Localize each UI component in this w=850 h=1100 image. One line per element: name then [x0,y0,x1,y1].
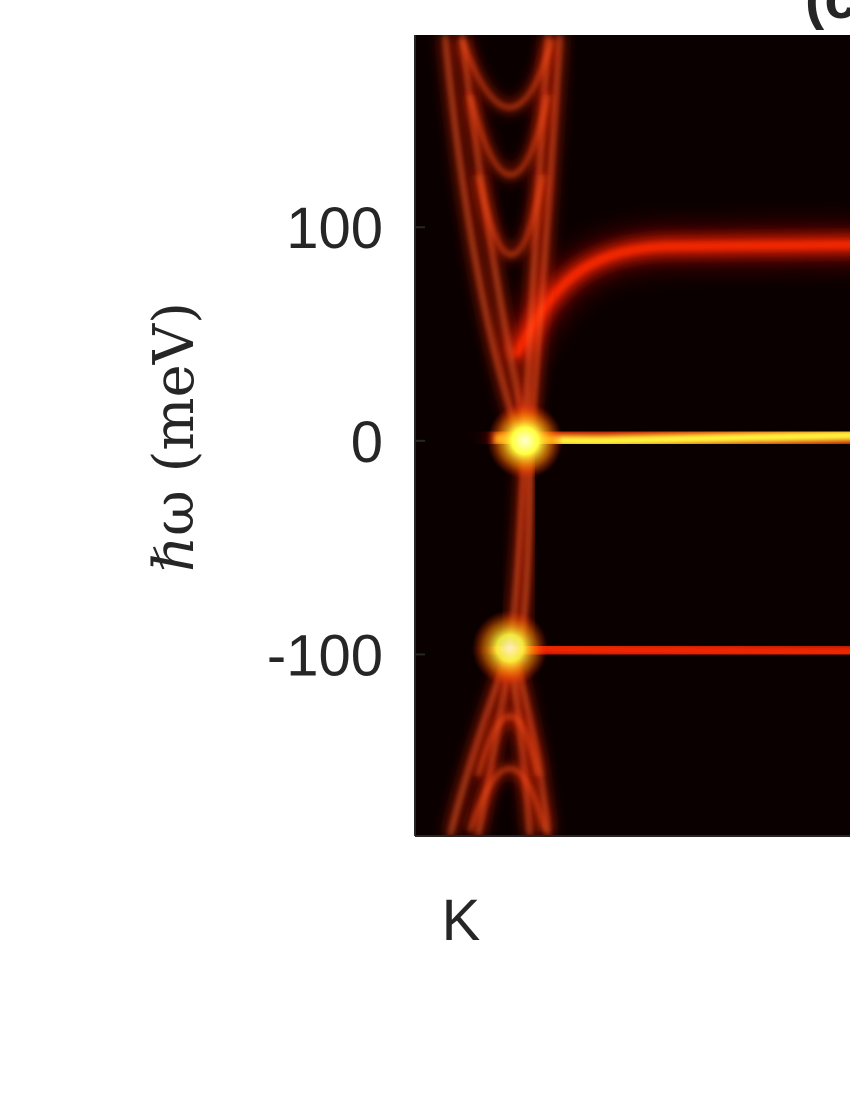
dispersive-cones [441,35,564,835]
heatmap-plot-area [415,35,850,835]
y-tick-label: 100 [286,196,383,261]
y-axis-label: ℏω (meV) [142,302,207,572]
band-lower [494,632,850,668]
x-tick-label: K [442,888,481,953]
y-tick-label: 0 [351,410,383,475]
bright-spot [487,402,563,479]
bright-spot [472,610,548,687]
y-tick-label: -100 [267,623,383,688]
panel-label: (c [805,0,850,31]
